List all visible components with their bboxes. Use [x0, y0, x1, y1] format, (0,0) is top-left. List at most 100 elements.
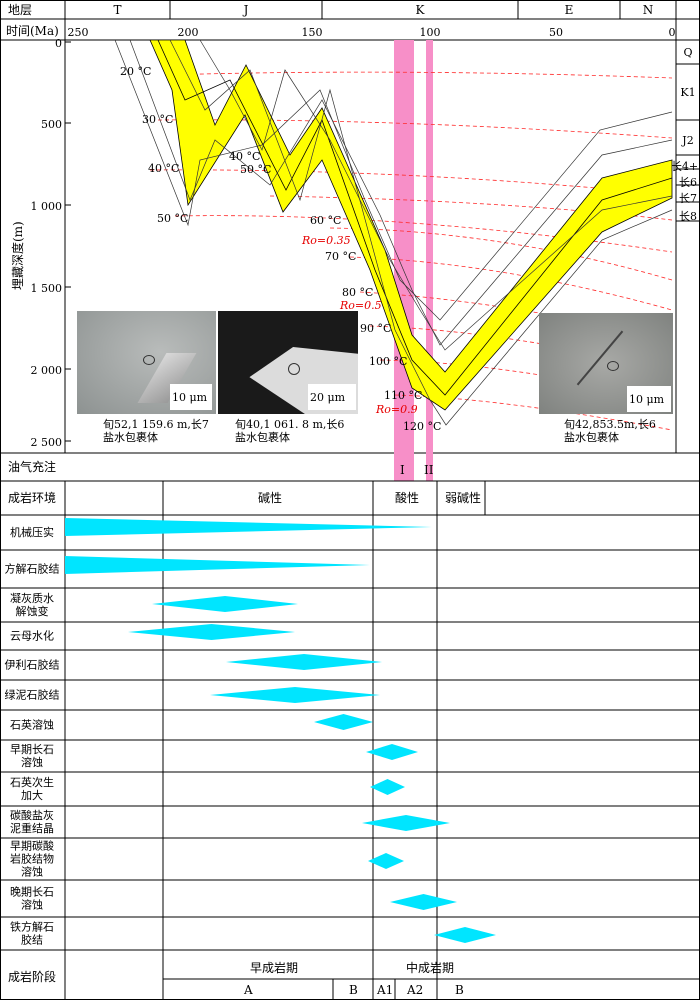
- isotherm-label-110: 110 °C: [384, 389, 422, 402]
- process-bar: [362, 815, 450, 831]
- photo-1-inclusion: [143, 355, 155, 365]
- age-label: 0: [669, 26, 676, 39]
- burial-band: [149, 39, 673, 411]
- strata-unit-label: J2: [681, 134, 693, 147]
- charge-stage-1: I: [400, 463, 405, 477]
- env-acidic: 酸性: [395, 490, 419, 505]
- process-bar: [366, 744, 418, 760]
- env-weak-alkaline: 弱碱性: [445, 491, 481, 505]
- isotherm-label-120: 120 °C: [403, 420, 441, 433]
- isotherm-labels-left: 20 °C 30 °C 40 °C 50 °C: [120, 65, 188, 225]
- process-label: 石英溶蚀: [10, 718, 54, 732]
- isotherm-labels-middle: 40 °C 50 °C: [229, 150, 271, 176]
- process-label: 加大: [21, 788, 43, 802]
- photo-3: 10 μm: [539, 313, 673, 414]
- process-label: 早期长石: [10, 743, 54, 756]
- strata-unit-label: 长8: [679, 210, 697, 223]
- process-bars: [65, 518, 496, 943]
- photo-3-inclusion: [607, 361, 619, 371]
- process-bar: [314, 714, 373, 730]
- strata-unit-label: 长7: [679, 192, 697, 205]
- y-axis-label: 埋藏深度(m): [10, 221, 25, 290]
- process-bar: [370, 779, 405, 795]
- process-bar: [434, 927, 496, 943]
- process-label: 碳酸盐灰: [10, 808, 54, 822]
- stage-sub-b: B: [349, 983, 358, 997]
- isotherm-labels-right: 60 °C 70 °C 80 °C 90 °C 100 °C 110 °C 12…: [310, 214, 441, 433]
- age-label: 100: [420, 26, 441, 39]
- process-label: 铁方解石: [10, 920, 54, 934]
- ro-label-05: Ro=0.5: [339, 299, 382, 312]
- process-bar: [65, 556, 370, 574]
- depth-label: 2 500: [31, 436, 63, 449]
- photo-1-scalebox: 10 μm: [170, 384, 212, 410]
- time-label: 时间(Ma): [6, 24, 59, 38]
- process-label: 泥重结晶: [10, 821, 54, 835]
- stage-sub-a2: A2: [406, 983, 423, 997]
- strata-unit-label: 长4+5: [671, 160, 700, 173]
- process-label: 岩胶结物: [10, 852, 54, 866]
- process-bar: [226, 654, 382, 670]
- stage-sub-a1: A1: [376, 983, 393, 997]
- isotherm-label-mid-40: 40 °C: [229, 150, 260, 163]
- process-bar: [128, 624, 295, 640]
- environment-label: 成岩环境: [8, 490, 56, 505]
- process-label: 溶蚀: [21, 898, 43, 912]
- depth-label: 1 500: [31, 282, 63, 295]
- process-labels: 机械压实方解石胶结凝灰质水解蚀变云母水化伊利石胶结绿泥石胶结石英溶蚀早期长石溶蚀…: [5, 525, 60, 947]
- env-alkaline: 碱性: [258, 491, 282, 505]
- process-label: 解蚀变: [16, 604, 49, 618]
- photo-3-scalebox: 10 μm: [627, 386, 671, 412]
- photo-2-caption: 旬40,1 061. 8 m,长6: [235, 418, 344, 431]
- process-bar: [152, 596, 298, 612]
- age-label: 200: [178, 26, 199, 39]
- age-row: 250 200 150 100 50 0: [68, 26, 676, 39]
- isotherm-label-mid-50: 50 °C: [240, 163, 271, 176]
- charging-label: 油气充注: [8, 459, 56, 474]
- ro-label-035: Ro=0.35: [301, 234, 351, 247]
- process-label: 机械压实: [10, 525, 54, 539]
- photo-3-caption-2: 盐水包裹体: [564, 430, 619, 444]
- photo-2-caption-2: 盐水包裹体: [235, 430, 290, 444]
- photo-3-caption: 旬42,853.5m,长6: [564, 418, 656, 431]
- burial-centerline: [157, 39, 673, 396]
- period-label: T: [113, 3, 121, 17]
- process-label: 石英次生: [10, 775, 54, 789]
- period-label: K: [416, 3, 426, 17]
- depth-label: 500: [41, 118, 62, 131]
- photo-2: 20 μm: [218, 311, 358, 414]
- process-label: 方解石胶结: [5, 562, 60, 576]
- photo-2-inclusion: [288, 363, 300, 375]
- age-label: 250: [68, 26, 89, 39]
- process-bar: [210, 687, 380, 703]
- process-label: 伊利石胶结: [5, 658, 60, 672]
- isotherm-label-30: 30 °C: [142, 113, 173, 126]
- depth-label: 2 000: [31, 364, 63, 377]
- charge-band-2: [426, 40, 433, 481]
- process-label: 溶蚀: [21, 755, 43, 769]
- strata-unit-label: Q: [683, 46, 692, 59]
- photo-3-crack: [576, 330, 624, 386]
- photo-1-caption-2: 盐水包裹体: [103, 430, 158, 444]
- ro-labels: Ro=0.35 Ro=0.5 Ro=0.9: [301, 234, 418, 416]
- stage-middle: 中成岩期: [406, 960, 454, 975]
- isotherm-label-90: 90 °C: [360, 322, 391, 335]
- strata-label: 地层: [8, 3, 32, 17]
- age-label: 150: [302, 26, 323, 39]
- process-label: 晚期长石: [10, 886, 54, 899]
- depth-label: 1 000: [31, 200, 63, 213]
- photo-1: 10 μm: [77, 311, 216, 414]
- period-label: E: [565, 3, 574, 17]
- photo-3-scale: 10 μm: [629, 393, 665, 406]
- period-label: J: [242, 3, 249, 17]
- stage-sub-a: A: [243, 983, 253, 997]
- process-label: 绿泥石胶结: [5, 688, 60, 702]
- isotherm-label-70: 70 °C: [325, 250, 356, 263]
- depth-ticks: 0 500 1 000 1 500 2 000 2 500: [31, 37, 71, 449]
- period-label: N: [643, 3, 654, 17]
- photo-2-scale: 20 μm: [310, 391, 346, 404]
- process-bar: [368, 853, 404, 869]
- isotherm-label-80: 80 °C: [342, 286, 373, 299]
